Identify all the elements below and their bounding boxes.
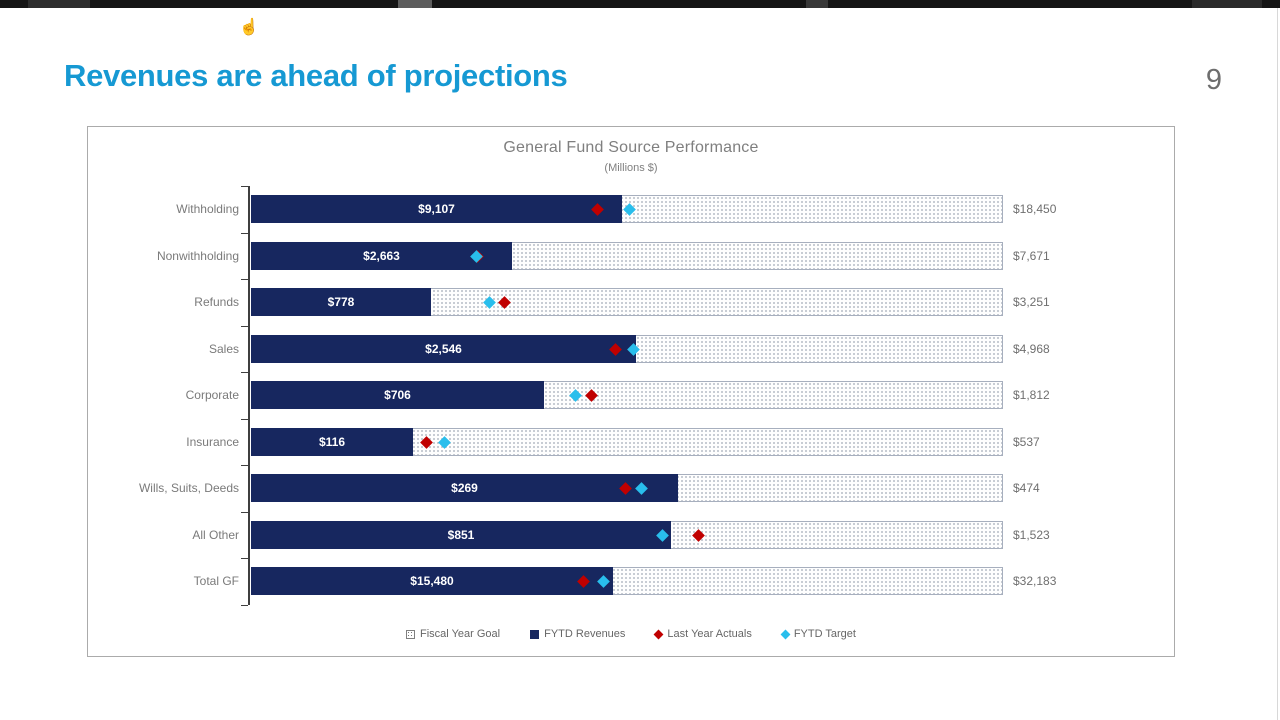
fytd-revenues-bar — [251, 474, 678, 502]
legend-item: Fiscal Year Goal — [406, 628, 500, 640]
goal-value-label: $474 — [1013, 481, 1040, 495]
category-label: Total GF — [193, 574, 239, 588]
legend-label: Last Year Actuals — [667, 628, 752, 640]
axis-tick — [241, 465, 248, 466]
goal-value-label: $4,968 — [1013, 342, 1050, 356]
bar-value-label: $2,663 — [363, 249, 400, 263]
navy-square-icon — [530, 629, 540, 639]
right-edge-line — [1277, 8, 1278, 720]
chart-container: General Fund Source Performance (Million… — [87, 126, 1175, 657]
fytd-revenues-bar — [251, 567, 613, 595]
bar-value-label: $269 — [451, 481, 478, 495]
bar-value-label: $706 — [384, 388, 411, 402]
chart-title: General Fund Source Performance — [503, 139, 759, 156]
fytd-revenues-bar — [251, 521, 671, 549]
axis-tick — [241, 326, 248, 327]
top-letterbox-bar — [0, 0, 1280, 8]
axis-tick — [241, 186, 248, 187]
hand-cursor-icon: ☝ — [239, 19, 259, 36]
category-label: Wills, Suits, Deeds — [138, 481, 239, 495]
legend-label: FYTD Target — [793, 628, 856, 640]
legend-label: Fiscal Year Goal — [420, 628, 501, 640]
goal-value-label: $1,523 — [1013, 528, 1050, 542]
chart-subtitle: (Millions $) — [604, 162, 658, 174]
axis-tick — [241, 233, 248, 234]
category-label: Insurance — [186, 435, 239, 449]
top-bar-segment — [28, 0, 90, 8]
top-bar-segment — [398, 0, 432, 8]
bar-value-label: $851 — [447, 528, 475, 542]
legend-item: FYTD Target — [780, 628, 856, 640]
top-bar-segment — [806, 0, 828, 8]
fytd-revenues-bar — [251, 195, 622, 223]
goal-value-label: $18,450 — [1013, 202, 1057, 216]
slide-title: Revenues are ahead of projections — [64, 58, 568, 93]
fytd-revenues-bar — [251, 288, 431, 316]
category-label: Nonwithholding — [156, 249, 239, 263]
axis-tick — [241, 512, 248, 513]
fytd-revenues-bar — [251, 335, 636, 363]
category-label: All Other — [192, 528, 239, 542]
bar-value-label: $9,107 — [418, 202, 455, 216]
legend-label: FYTD Revenues — [544, 628, 626, 640]
axis-tick — [241, 279, 248, 280]
goal-value-label: $1,812 — [1013, 388, 1050, 402]
goal-value-label: $537 — [1013, 435, 1040, 449]
category-label: Corporate — [185, 388, 239, 402]
category-label: Withholding — [176, 202, 239, 216]
axis-tick — [241, 605, 248, 606]
top-bar-segment — [1192, 0, 1262, 8]
dotted-square-icon — [406, 629, 415, 639]
legend-item: Last Year Actuals — [653, 628, 752, 640]
plot-area: Withholding $9,107 $18,450 Nonwithholding $2… — [88, 127, 1174, 656]
bar-value-label: $116 — [318, 435, 346, 449]
fytd-revenues-bar — [251, 242, 512, 270]
category-label: Refunds — [194, 295, 239, 309]
fytd-revenues-bar — [251, 381, 544, 409]
bar-value-label: $15,480 — [410, 574, 454, 588]
legend-item: FYTD Revenues — [530, 628, 625, 640]
category-label: Sales — [208, 342, 239, 356]
goal-value-label: $32,183 — [1013, 574, 1057, 588]
axis-tick — [241, 419, 248, 420]
bar-value-label: $778 — [327, 295, 355, 309]
cyan-diamond-icon — [780, 629, 791, 639]
bar-value-label: $2,546 — [425, 342, 462, 356]
goal-value-label: $7,671 — [1013, 249, 1050, 263]
chart-legend: Fiscal Year Goal FYTD Revenues Last Year A… — [88, 628, 1174, 640]
value-axis-line — [248, 186, 250, 605]
axis-tick — [241, 372, 248, 373]
goal-value-label: $3,251 — [1013, 295, 1050, 309]
red-diamond-icon — [653, 629, 664, 639]
page-number: 9 — [1205, 64, 1223, 96]
fytd-revenues-bar — [251, 428, 413, 456]
axis-tick — [241, 558, 248, 559]
